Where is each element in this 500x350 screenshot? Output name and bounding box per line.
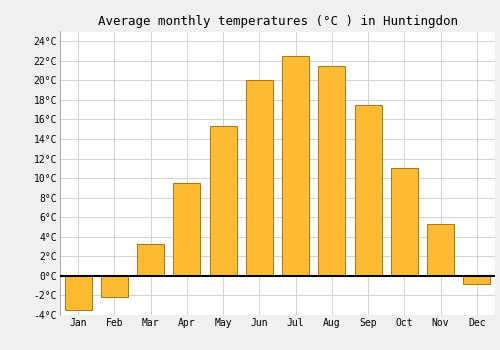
- Bar: [282, 56, 309, 276]
- Bar: [391, 168, 418, 276]
- Bar: [174, 183, 201, 276]
- Title: Average monthly temperatures (°C ) in Huntingdon: Average monthly temperatures (°C ) in Hu…: [98, 15, 458, 28]
- Bar: [210, 126, 236, 276]
- Bar: [427, 224, 454, 276]
- Bar: [101, 276, 128, 298]
- Bar: [464, 276, 490, 284]
- Bar: [137, 244, 164, 276]
- Bar: [354, 105, 382, 276]
- Bar: [246, 80, 273, 276]
- Bar: [64, 276, 92, 310]
- Bar: [318, 66, 345, 276]
